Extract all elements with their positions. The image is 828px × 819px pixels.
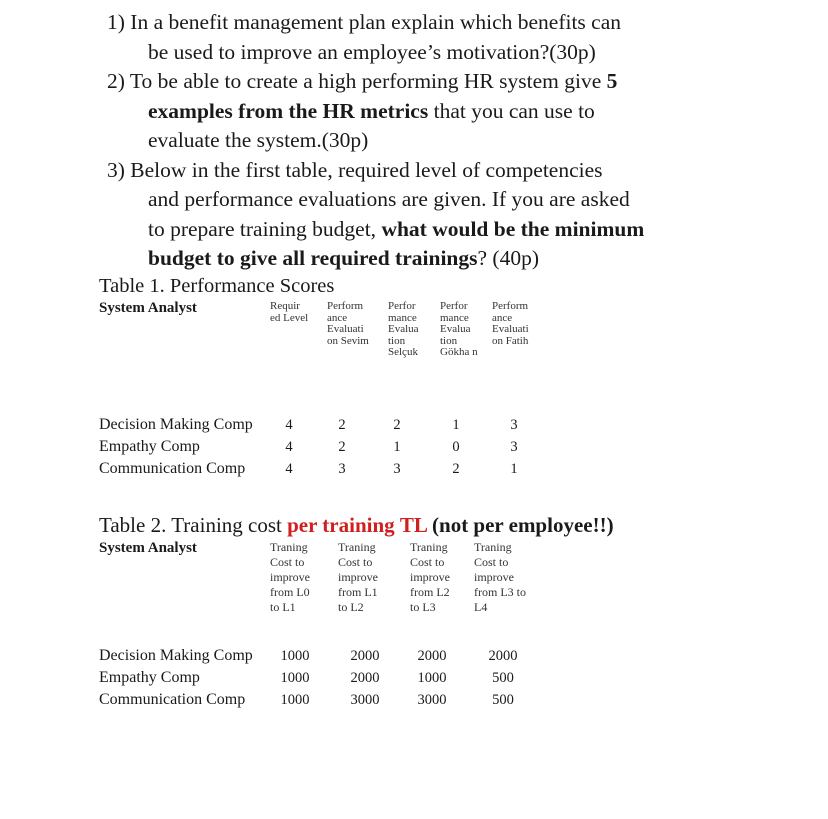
table2-row-label: Empathy Comp (99, 669, 200, 686)
text-segment: evaluate the system.(30p) (148, 128, 369, 152)
text-segment: ? (40p) (477, 246, 540, 270)
text-segment: and performance evaluations are given. I… (148, 187, 630, 211)
question-line: be used to improve an employee’s motivat… (148, 38, 596, 66)
table2-header: Traning Cost to improve from L2 to L3 (410, 540, 450, 614)
table1-cell: 4 (285, 439, 293, 455)
table1-cell: 2 (338, 417, 346, 433)
text-segment: (not per employee!!) (426, 513, 614, 537)
table1-header: Perfor mance Evalua tion Gökha n (440, 300, 478, 358)
table2-header: Traning Cost to improve from L0 to L1 (270, 540, 310, 614)
text-segment: 5 (606, 69, 618, 93)
text-segment: budget to give all required trainings (148, 246, 478, 270)
table2-cell: 3000 (417, 692, 447, 708)
table2-cell: 1000 (280, 670, 310, 686)
table1-cell: 3 (393, 461, 401, 477)
table1-header: Perform ance Evaluati on Fatih (492, 300, 529, 347)
text-segment: per training (287, 513, 395, 537)
question-line: and performance evaluations are given. I… (148, 185, 630, 213)
table1-header: Perform ance Evaluati on Sevim (327, 300, 369, 347)
table1-cell: 3 (510, 439, 518, 455)
question-line: to prepare training budget, what would b… (148, 215, 644, 243)
table2-cell: 1000 (280, 692, 310, 708)
table2-cell: 1000 (417, 670, 447, 686)
text-segment: 1) In a benefit management plan explain … (107, 10, 622, 34)
table2-corner: System Analyst (99, 540, 197, 556)
table1-cell: 2 (452, 461, 460, 477)
table1-cell: 4 (285, 461, 293, 477)
table2-cell: 2000 (350, 648, 380, 664)
question-line: evaluate the system.(30p) (148, 126, 368, 154)
table2-cell: 2000 (488, 648, 518, 664)
question-line: budget to give all required trainings? (… (148, 244, 539, 272)
table2-header: Traning Cost to improve from L3 to L4 (474, 540, 526, 614)
text-segment: 3) Below in the first table, required le… (107, 157, 603, 182)
table1-row-label: Decision Making Comp (99, 416, 253, 433)
text-segment: that you can use to (428, 98, 595, 123)
table1-cell: 3 (510, 417, 518, 433)
table1-row-label: Communication Comp (99, 460, 246, 477)
table1-cell: 2 (393, 417, 401, 433)
table1-header: Requir ed Level (270, 300, 309, 324)
table2-cell: 500 (492, 670, 514, 686)
table2-cell: 500 (492, 692, 514, 708)
table1-cell: 1 (393, 439, 401, 455)
table2-cell: 2000 (417, 648, 447, 664)
question-line: 2) To be able to create a high performin… (107, 67, 617, 95)
table2-row-label: Communication Comp (99, 691, 246, 708)
table1-cell: 3 (338, 461, 346, 477)
table1-cell: 0 (452, 439, 460, 455)
table2-cell: 3000 (350, 692, 380, 708)
table1-title: Table 1. Performance Scores (99, 275, 335, 297)
question-line: 1) In a benefit management plan explain … (107, 8, 621, 36)
text-segment: what would be the minimum (381, 216, 645, 241)
table1-cell: 2 (338, 439, 346, 455)
table1-corner: System Analyst (99, 300, 197, 316)
table2-title: Table 2. Training cost per training TL (… (99, 513, 614, 538)
text-segment: be used to improve an employee’s motivat… (148, 39, 596, 64)
text-segment: Table 2. Training cost (99, 513, 288, 537)
table2-cell: 1000 (280, 648, 310, 664)
text-segment: to prepare training budget, (148, 216, 382, 241)
table1-cell: 1 (452, 417, 460, 433)
question-line: 3) Below in the first table, required le… (107, 156, 603, 184)
text-segment: 2) To be able to create a high performin… (107, 69, 607, 93)
table1-header: Perfor mance Evalua tion Selçuk (388, 300, 419, 358)
text-segment: examples from the HR metrics (148, 98, 429, 123)
table2-header: Traning Cost to improve from L1 to L2 (338, 540, 378, 614)
table2-row-label: Decision Making Comp (99, 647, 253, 664)
table1-cell: 1 (510, 461, 518, 477)
table1-row-label: Empathy Comp (99, 438, 200, 455)
text-segment: TL (399, 513, 427, 537)
table1-cell: 4 (285, 417, 293, 433)
table2-cell: 2000 (350, 670, 380, 686)
question-line: examples from the HR metrics that you ca… (148, 97, 595, 125)
